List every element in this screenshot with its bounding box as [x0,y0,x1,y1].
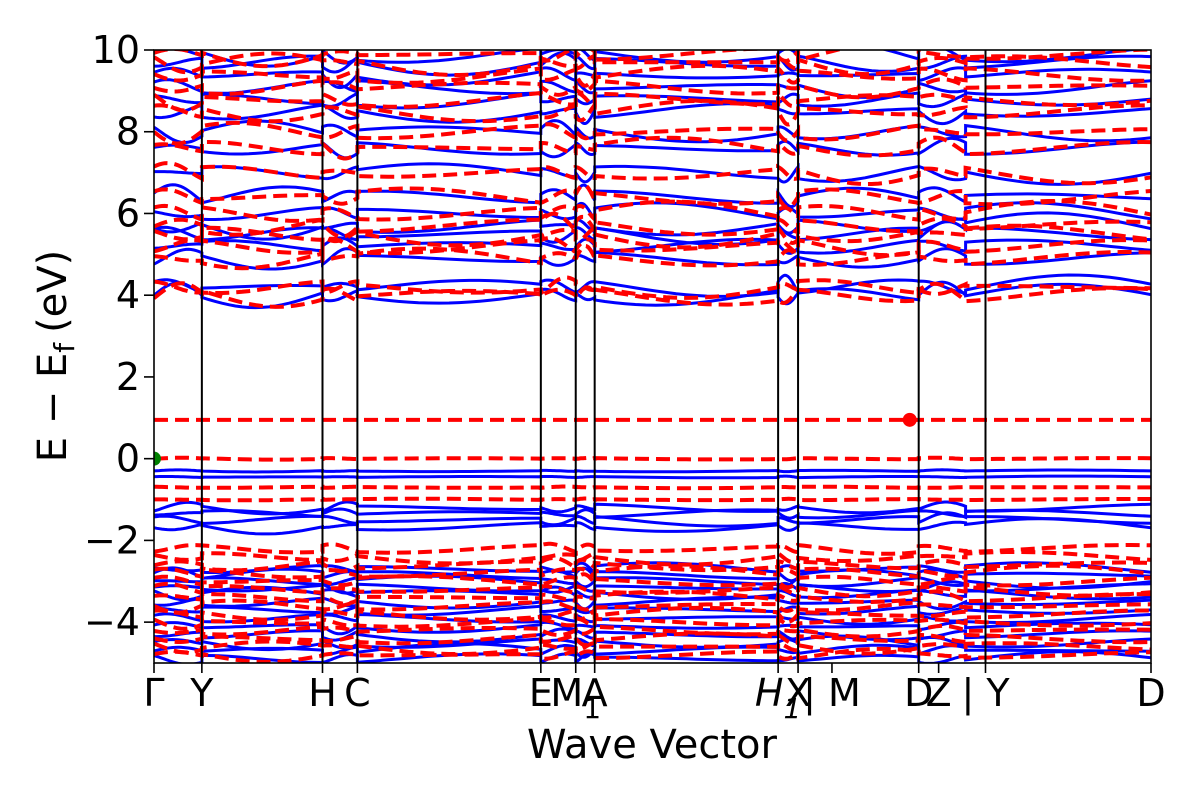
spin-down-conduction-band-11 [154,98,1151,127]
spin-down-valence-band-8 [154,581,1151,599]
y-axis-title: E − Ef (eV) [30,250,81,463]
x-tick-label-0: Γ [143,671,164,715]
y-tick-label-3: 2 [116,355,140,399]
x-tick-label-10: D [904,671,933,715]
spin-down-conduction-band-1 [154,275,1151,300]
spin-up-conduction-band-13 [154,78,1151,99]
spin-up-conduction-band-9 [154,136,1151,160]
spin-down-valence-band-9 [154,589,1151,606]
y-axis-title-main: E − E [30,353,76,463]
y-tick-label-2: 0 [116,437,140,481]
spin-up-conduction-band-12 [154,91,1151,110]
spin-down-valence-band-16 [154,646,1151,663]
spin-down-valence-band-0 [154,455,1151,462]
y-axis-ticks: −4 −2 0 2 4 6 8 10 [84,28,154,644]
x-tick-label-1: Y [189,671,214,715]
spin-up-valence-band-4 [154,511,1151,528]
extrema-markers [154,412,917,466]
y-tick-label-0: −4 [84,600,140,644]
y-tick-label-1: −2 [84,518,140,562]
spin-down-valence-band-15 [154,639,1151,657]
spin-down-conduction-band-8 [154,161,1151,187]
spin-down-conduction-band-3 [154,236,1151,258]
spin-up-valence-band-10 [154,585,1151,602]
spin-down-conduction-band-6 [154,199,1151,224]
x-axis-title: Wave Vector [527,722,778,768]
spin-down-valence-band-11 [154,605,1151,624]
spin-up-valence-band-16 [154,634,1151,652]
spin-down-valence-band-5 [154,556,1151,574]
spin-up-conduction-band-7 [154,183,1151,209]
plot-frame [153,49,1152,664]
spin-down-conduction-band-9 [154,135,1151,161]
spin-down-conduction-band-10 [154,120,1151,146]
spin-down-valence-band-2 [154,496,1151,503]
cbm-marker [902,412,917,427]
spin-down-valence-band-12 [154,616,1151,631]
x-tick-label-12: | Y [961,671,1010,716]
x-tick-label-11: Z [926,671,952,715]
spin-down-conduction-band-5 [154,211,1151,239]
spin-down-conduction-band-2 [154,243,1151,271]
vbm-marker [154,451,161,466]
spin-down-conduction-band-4 [154,222,1151,250]
spin-up-valence-band-1 [154,474,1151,480]
spin-down-valence-band-10 [154,598,1151,615]
x-tick-label-subscript-7: 1 [783,692,801,725]
x-tick-label-2: H [308,671,337,715]
spin-down-valence-band-4 [154,549,1151,567]
spin-down-valence-band-3 [154,541,1151,556]
x-tick-label-13: D [1136,671,1165,715]
spin-up-valence-band-12 [154,604,1151,617]
x-tick-label-9: | M [803,671,861,716]
spin-down-valence-band-13 [154,623,1151,639]
spin-down-conduction-band-14 [154,63,1151,88]
x-tick-label-subscript-5: 1 [583,692,601,725]
x-tick-label-6: A [582,671,608,715]
y-axis-title-unit: (eV) [30,250,76,333]
x-tick-label-4: E [529,671,553,715]
spin-up-valence-band-8 [154,574,1151,590]
svg-text:E − Ef(eV): E − Ef (eV) [30,250,81,463]
spin-down-conduction-band-12 [154,89,1151,113]
spin-up-valence-band-5 [154,517,1151,536]
spin-down-valence-band-7 [154,572,1151,590]
spin-down-conduction-band-7 [154,183,1151,210]
y-tick-label-6: 8 [116,110,140,154]
spin-down-conduction-band-15 [154,51,1151,78]
spin-up-conduction-band-14 [154,66,1151,90]
spin-down-valence-band-6 [154,563,1151,580]
x-tick-label-8: X [785,671,811,715]
x-tick-label-3: C [344,671,371,715]
y-tick-label-4: 4 [116,273,140,317]
y-tick-label-5: 6 [116,191,140,235]
spin-up-valence-band-2 [154,500,1151,516]
spin-down-valence-band-1 [154,484,1151,491]
y-tick-label-7: 10 [92,28,140,72]
spin-down-conduction-band-16 [154,50,1151,69]
high-symmetry-lines [200,50,987,663]
y-axis-title-subscript: f [48,342,81,353]
spin-up-conduction-band-5 [154,211,1151,241]
bands-group [154,50,1151,663]
spin-up-valence-band-6 [154,561,1151,576]
spin-up-conduction-band-4 [154,220,1151,246]
spin-up-valence-band-0 [154,468,1151,474]
spin-up-conduction-band-3 [154,236,1151,255]
